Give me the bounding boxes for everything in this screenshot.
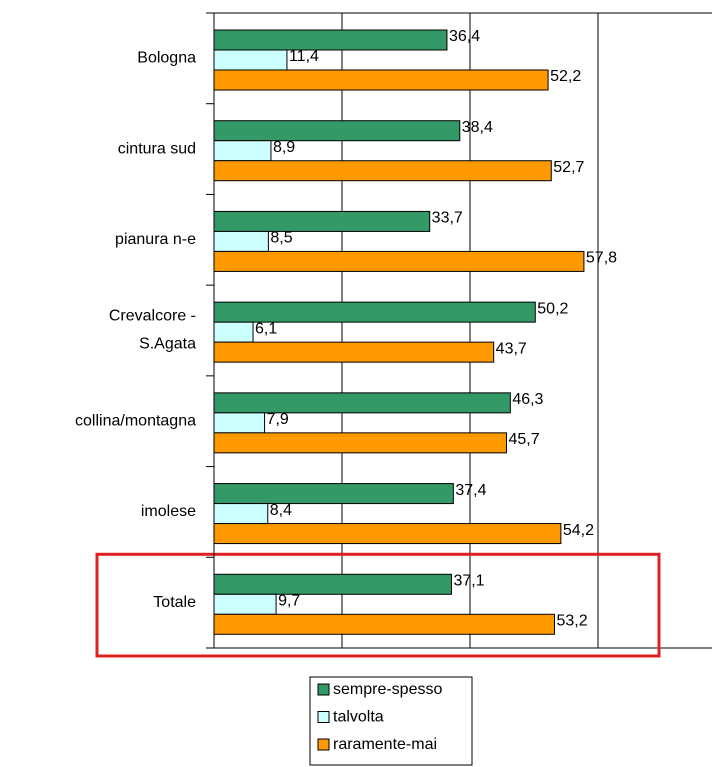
bar <box>213 69 549 91</box>
highlight-box <box>95 552 661 658</box>
bar <box>213 120 461 142</box>
bar <box>213 230 269 252</box>
data-label: 8,4 <box>270 502 292 519</box>
data-label: 9,7 <box>278 593 300 610</box>
data-label: 8,9 <box>273 139 295 156</box>
bar <box>213 392 511 414</box>
data-label: 45,7 <box>508 431 539 448</box>
legend-swatch <box>317 738 330 751</box>
bar <box>213 210 431 232</box>
y-tick-label: Totale <box>153 594 196 611</box>
bar <box>213 593 277 615</box>
data-label: 52,2 <box>550 68 581 85</box>
data-label: 11,4 <box>289 48 319 65</box>
bar <box>213 523 562 545</box>
data-label: 46,3 <box>512 391 543 408</box>
legend-box <box>309 676 473 766</box>
bar <box>213 301 536 323</box>
bar <box>213 613 555 635</box>
data-label: 37,1 <box>453 573 484 590</box>
data-label: 6,1 <box>255 320 277 337</box>
data-label: 7,9 <box>267 411 289 428</box>
bar <box>213 341 495 363</box>
bar <box>213 483 454 505</box>
bar <box>213 412 266 434</box>
data-label: 33,7 <box>432 210 463 227</box>
bar <box>213 250 585 272</box>
legend-swatch <box>317 711 330 723</box>
y-tick-label: cintura sud <box>118 140 196 157</box>
legend-swatch <box>317 683 330 696</box>
legend-label: talvolta <box>333 709 384 726</box>
data-label: 36,4 <box>449 28 480 45</box>
data-label: 54,2 <box>563 522 594 539</box>
bar <box>213 29 448 51</box>
bar <box>213 160 552 182</box>
y-tick-label: Crevalcore -S.Agata <box>109 308 196 353</box>
legend-label: sempre-spesso <box>333 681 442 698</box>
bar <box>213 140 272 162</box>
bar <box>213 573 452 595</box>
y-tick-label: imolese <box>141 503 196 520</box>
y-tick-label: Bologna <box>137 50 196 67</box>
y-tick-label: pianura n-e <box>115 231 196 248</box>
legend-label: raramente-mai <box>333 736 437 753</box>
bar <box>213 49 288 71</box>
data-label: 52,7 <box>553 159 584 176</box>
bar <box>213 432 507 454</box>
bar <box>213 503 269 525</box>
data-label: 37,4 <box>455 482 486 499</box>
data-label: 53,2 <box>556 613 587 630</box>
data-label: 8,5 <box>270 230 292 247</box>
data-label: 38,4 <box>462 119 493 136</box>
y-tick-label: collina/montagna <box>75 412 196 429</box>
data-label: 57,8 <box>586 250 617 267</box>
data-label: 50,2 <box>537 300 568 317</box>
bar <box>213 321 254 343</box>
data-label: 43,7 <box>496 340 527 357</box>
